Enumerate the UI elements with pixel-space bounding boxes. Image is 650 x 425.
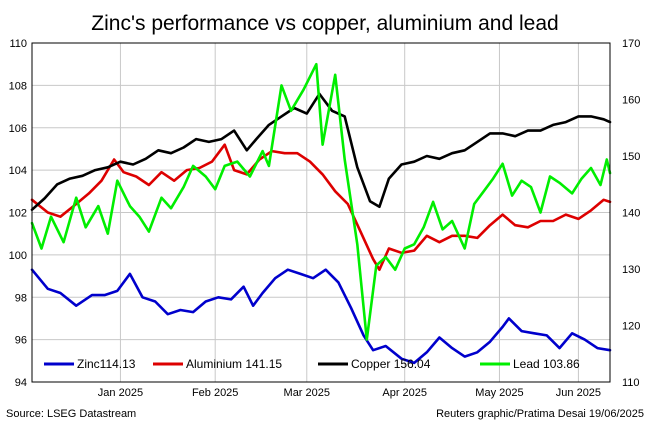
- chart-title: Zinc's performance vs copper, aluminium …: [91, 12, 559, 35]
- series-line-zinc: [30, 268, 612, 365]
- series-line-lead: [30, 62, 612, 341]
- plot-frame: [31, 42, 611, 383]
- y-right-tick-label: 130: [622, 264, 640, 276]
- x-tick-label: Apr 2025: [382, 387, 427, 399]
- y-right-tick-label: 140: [622, 208, 640, 220]
- y-left-tick-label: 100: [9, 250, 27, 262]
- y-left-tick-label: 110: [9, 38, 27, 50]
- axes: 94 96 98 100 102 104 106 108 110 110 120 130 140 150 1…: [9, 38, 641, 399]
- series-line-copper: [30, 92, 612, 211]
- y-left-tick-label: 94: [15, 377, 27, 389]
- x-tick-label: Feb 2025: [192, 387, 238, 399]
- y-right-tick-label: 150: [622, 151, 640, 163]
- y-right-tick-label: 160: [622, 95, 640, 107]
- y-left-tick-label: 96: [15, 335, 27, 347]
- series-line-aluminium: [30, 143, 612, 272]
- legend-label: Copper 156.04: [351, 357, 431, 371]
- x-tick-label: Jun 2025: [556, 387, 601, 399]
- x-tick-label: Mar 2025: [284, 387, 330, 399]
- x-tick-label: May 2025: [475, 387, 523, 399]
- y-right-tick-label: 110: [622, 377, 640, 389]
- legend: Zinc114.13 Aluminium 141.15 Copper 156.04 L…: [44, 357, 580, 371]
- credit-note: Reuters graphic/Pratima Desai 19/06/2025: [436, 408, 644, 420]
- y-left-tick-label: 102: [9, 208, 27, 220]
- y-left-tick-label: 98: [15, 292, 27, 304]
- y-left-tick-label: 106: [9, 123, 27, 135]
- legend-label: Zinc114.13: [77, 357, 136, 371]
- legend-label: Aluminium 141.15: [186, 357, 282, 371]
- y-right-tick-label: 170: [622, 38, 640, 50]
- y-left-tick-label: 104: [9, 165, 27, 177]
- y-left-tick-label: 108: [9, 80, 27, 92]
- legend-label: Lead 103.86: [513, 357, 580, 371]
- y-right-tick-label: 120: [622, 321, 640, 333]
- source-note: Source: LSEG Datastream: [6, 408, 137, 420]
- series-lines: [30, 62, 612, 365]
- x-tick-label: Jan 2025: [98, 387, 143, 399]
